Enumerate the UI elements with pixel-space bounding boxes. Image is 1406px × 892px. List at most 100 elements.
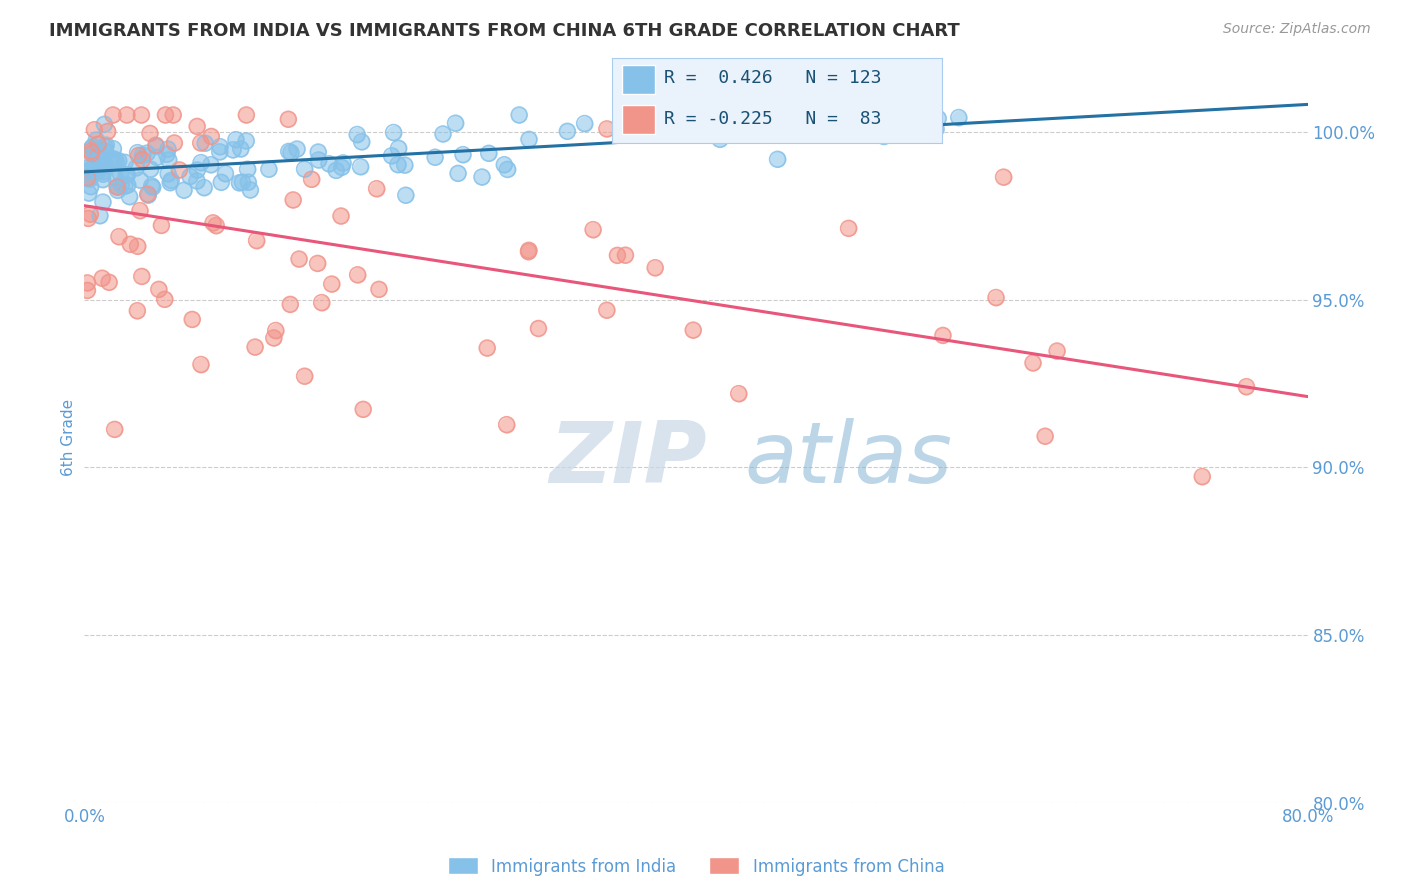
Point <box>318 157 340 171</box>
Point <box>76 164 98 178</box>
Point <box>278 297 301 311</box>
Point <box>496 162 519 177</box>
Bar <box>621 65 655 94</box>
Point <box>141 178 163 193</box>
Point <box>294 369 316 384</box>
Point <box>105 180 128 194</box>
Point <box>103 142 125 156</box>
Point <box>84 147 107 161</box>
Point <box>115 168 138 182</box>
Point <box>311 295 333 310</box>
Point <box>346 268 368 282</box>
Point <box>104 153 127 167</box>
Point <box>148 282 170 296</box>
Point <box>150 219 173 233</box>
Point <box>169 163 191 178</box>
Point <box>98 275 121 289</box>
Point <box>91 167 114 181</box>
Point <box>264 324 287 338</box>
Point <box>235 108 257 122</box>
Point <box>246 234 269 248</box>
Point <box>471 169 494 184</box>
Point <box>120 237 142 252</box>
Point <box>96 124 118 138</box>
Point <box>1191 469 1213 483</box>
Point <box>89 158 111 172</box>
Point <box>1022 356 1045 370</box>
Point <box>96 138 118 153</box>
Point <box>145 139 167 153</box>
Point <box>186 174 208 188</box>
Point <box>194 136 217 151</box>
Point <box>873 110 896 124</box>
Point <box>77 186 100 200</box>
Point <box>77 186 100 200</box>
Point <box>264 324 287 338</box>
Point <box>451 147 474 161</box>
Point <box>200 129 222 144</box>
Point <box>1046 344 1069 359</box>
Bar <box>621 105 655 134</box>
Point <box>471 169 494 184</box>
Point <box>285 142 308 156</box>
Point <box>527 321 550 335</box>
Point <box>278 297 301 311</box>
Point <box>288 252 311 266</box>
Point <box>190 136 212 150</box>
Point <box>311 295 333 310</box>
Point <box>596 122 619 136</box>
Point <box>94 145 117 159</box>
Point <box>209 175 232 189</box>
Text: R =  0.426   N = 123: R = 0.426 N = 123 <box>665 70 882 87</box>
Point <box>131 153 153 167</box>
Point <box>131 153 153 167</box>
Point <box>330 161 353 175</box>
Point <box>873 110 896 124</box>
Point <box>257 162 280 177</box>
Point <box>1236 380 1258 394</box>
Point <box>94 158 117 172</box>
Point <box>96 138 118 153</box>
Point <box>557 124 579 138</box>
Point <box>873 129 896 144</box>
Point <box>993 170 1015 185</box>
Point <box>596 303 619 318</box>
Point <box>614 248 637 262</box>
Point <box>186 120 208 134</box>
Point <box>932 328 955 343</box>
Point <box>366 182 388 196</box>
Point <box>181 312 204 326</box>
Point <box>157 167 180 181</box>
Point <box>382 126 405 140</box>
Point <box>231 175 253 189</box>
Point <box>83 163 105 178</box>
Point <box>381 149 404 163</box>
Point <box>447 166 470 180</box>
Point <box>157 167 180 181</box>
Point <box>606 248 628 262</box>
Point <box>387 157 409 171</box>
Point <box>159 176 181 190</box>
Point <box>101 108 124 122</box>
Point <box>350 135 373 149</box>
Point <box>1191 469 1213 483</box>
Point <box>114 179 136 194</box>
Point <box>146 150 169 164</box>
Point <box>115 168 138 182</box>
Point <box>160 173 183 187</box>
Point <box>222 143 245 157</box>
Point <box>84 133 107 147</box>
Point <box>321 277 343 291</box>
Point <box>104 171 127 186</box>
Point <box>202 216 225 230</box>
Point <box>77 211 100 226</box>
Point <box>330 209 353 223</box>
Point <box>202 216 225 230</box>
Point <box>478 146 501 161</box>
Point <box>101 108 124 122</box>
Point <box>156 142 179 156</box>
Point <box>114 155 136 169</box>
Point <box>93 139 115 153</box>
Point <box>131 148 153 162</box>
Point <box>127 145 149 160</box>
